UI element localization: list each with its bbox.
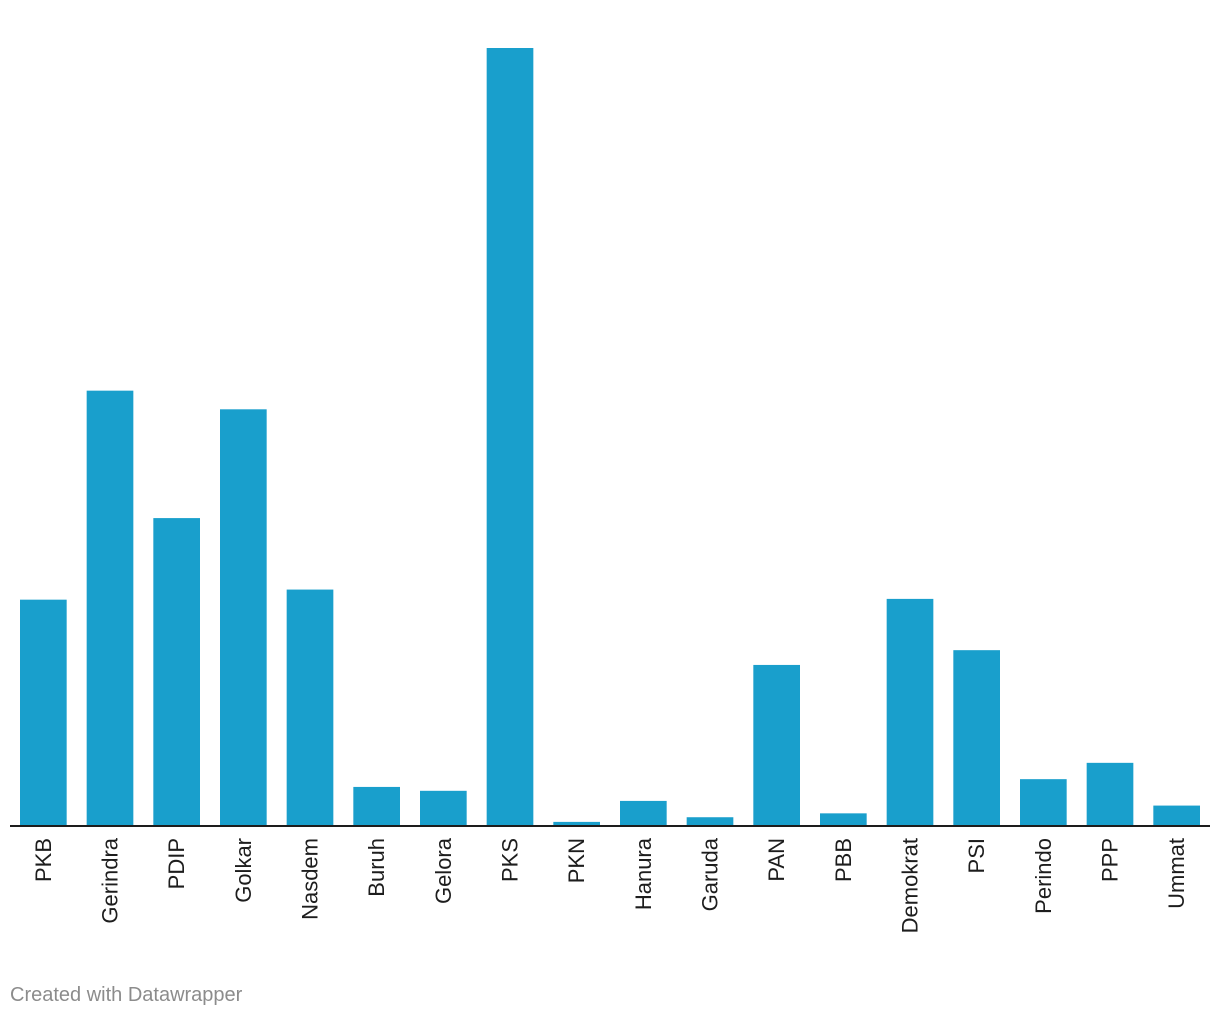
x-tick-label-pan: PAN (764, 838, 789, 882)
bar-pan (753, 664, 800, 825)
bar-golkar (220, 409, 267, 825)
bar-buruh (353, 786, 400, 825)
x-tick-label-psi: PSI (964, 838, 989, 873)
bar-garuda (686, 817, 734, 825)
bar-psi (953, 650, 1000, 825)
bar-pdip (153, 518, 200, 825)
x-tick-label-hanura: Hanura (631, 837, 656, 910)
bar-ppp (1086, 762, 1134, 825)
x-tick-label-ppp: PPP (1098, 838, 1123, 882)
x-tick-label-demokrat: Demokrat (898, 838, 923, 933)
footer-credit: Created with Datawrapper (10, 984, 243, 1006)
x-tick-label-garuda: Garuda (698, 837, 723, 911)
x-tick-label-perindo: Perindo (1031, 838, 1056, 914)
bar-hanura (620, 800, 667, 825)
bar-gerindra (86, 390, 134, 825)
x-tick-label-nasdem: Nasdem (298, 838, 323, 920)
bar-pbb (820, 813, 867, 825)
bar-chart: PKB Gerindra PDIP Golkar Nasdem Buruh Gelora PK… (10, 48, 1210, 933)
x-tick-label-pkn: PKN (564, 838, 589, 883)
bar-nasdem (286, 589, 334, 825)
bar-perindo (1020, 779, 1067, 825)
bar-ummat (1153, 805, 1200, 825)
x-tick-label-pdip: PDIP (164, 838, 189, 889)
x-tick-label-buruh: Buruh (364, 838, 389, 897)
bar-pkn (553, 821, 600, 825)
x-tick-label-golkar: Golkar (231, 838, 256, 903)
x-tick-label-pkb: PKB (31, 838, 56, 882)
x-tick-label-gelora: Gelora (431, 837, 456, 904)
bar-gelora (420, 790, 467, 825)
x-tick-label-gerindra: Gerindra (98, 837, 123, 923)
bar-pkb (20, 599, 67, 825)
x-tick-label-ummat: Ummat (1164, 838, 1189, 909)
bars-group (20, 48, 1200, 825)
bar-demokrat (886, 598, 934, 825)
x-tick-label-pbb: PBB (831, 838, 856, 882)
x-tick-label-pks: PKS (498, 838, 523, 882)
x-tick-labels-group: PKB Gerindra PDIP Golkar Nasdem Buruh Gelora PK… (31, 837, 1189, 933)
bar-pks (486, 48, 534, 825)
